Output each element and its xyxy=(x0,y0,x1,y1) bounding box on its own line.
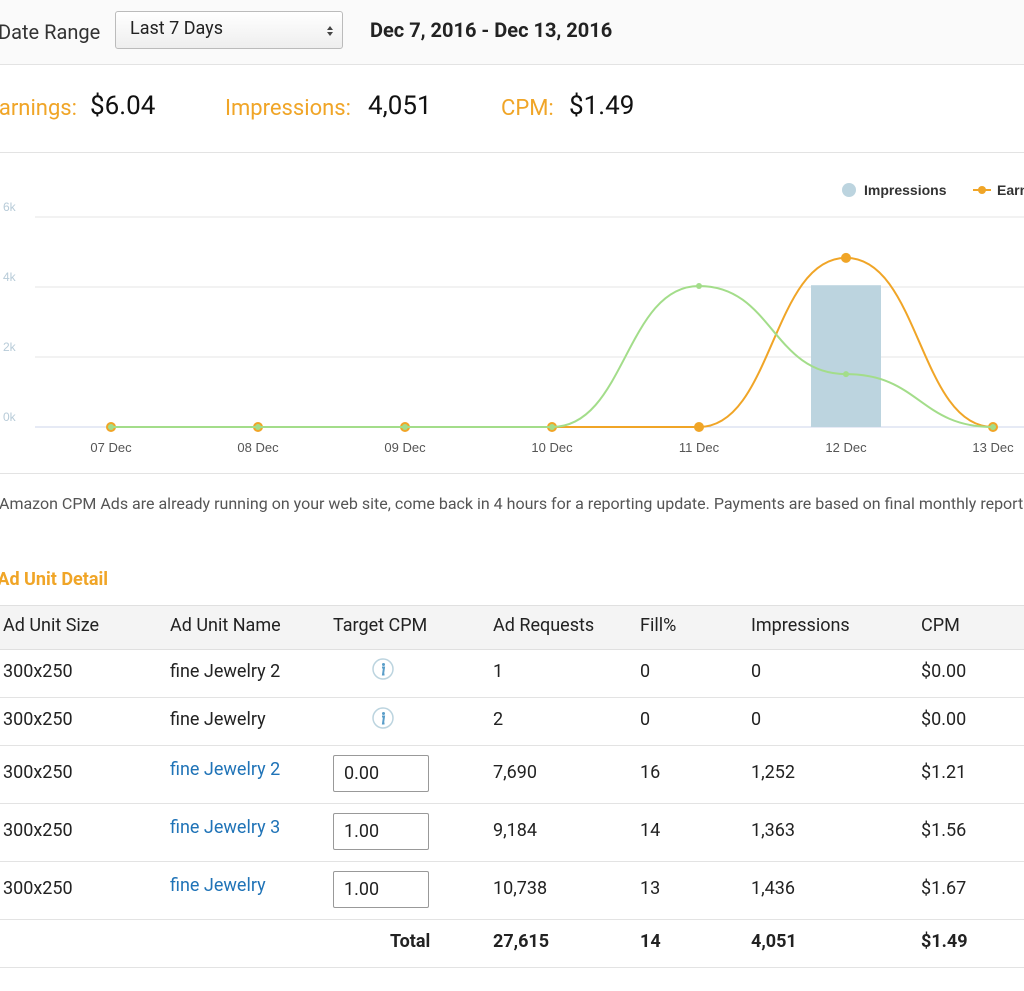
summary-label: Impressions: xyxy=(225,96,351,121)
target-cpm-input[interactable]: 0.00 xyxy=(333,755,429,792)
total-cpm: $1.49 xyxy=(921,931,968,952)
point xyxy=(694,422,704,432)
cell-fill: 14 xyxy=(640,820,661,841)
cell-fill: 0 xyxy=(640,660,651,682)
row-divider xyxy=(0,697,1024,698)
y-tick-label: 0k xyxy=(3,410,17,424)
legend-marker xyxy=(842,183,856,197)
cell-size: 300x250 xyxy=(3,709,73,730)
summary-value: 4,051 xyxy=(368,91,432,121)
info-glyph xyxy=(372,707,394,729)
x-tick-label: 09 Dec xyxy=(384,440,426,455)
row-divider xyxy=(0,803,1024,804)
table-header xyxy=(0,605,1024,650)
cell-fill: 16 xyxy=(640,762,661,783)
legend-label: Impressions xyxy=(864,182,947,198)
total-fill: 14 xyxy=(640,931,661,952)
unit-name[interactable]: fine Jewelry xyxy=(170,875,266,896)
info-glyph xyxy=(372,658,394,680)
target-cpm-input[interactable]: 1.00 xyxy=(333,813,429,850)
point xyxy=(990,424,996,430)
cell-cpm: $1.21 xyxy=(921,762,967,783)
total-requests: 27,615 xyxy=(493,931,550,952)
cell-cpm: $0.00 xyxy=(921,709,967,730)
legend-marker xyxy=(978,186,986,194)
cell-fill: 0 xyxy=(640,709,651,730)
y-tick-label: 4k xyxy=(3,270,17,284)
row-divider xyxy=(0,919,1024,920)
date-range-select[interactable]: Last 7 Days xyxy=(115,11,343,49)
note: Amazon CPM Ads are already running on yo… xyxy=(0,494,1024,513)
select-value: Last 7 Days xyxy=(130,18,223,39)
cell-fill: 13 xyxy=(640,878,661,899)
unit-name: fine Jewelry 2 xyxy=(170,660,281,682)
cell-requests: 9,184 xyxy=(493,820,538,841)
column-header: Fill% xyxy=(640,615,677,636)
column-header: CPM xyxy=(921,615,960,636)
info-icon[interactable] xyxy=(372,707,394,733)
x-tick-label: 11 Dec xyxy=(679,440,720,455)
y-tick-label: 6k xyxy=(3,200,17,214)
info-icon[interactable] xyxy=(372,658,394,684)
cell-requests: 7,690 xyxy=(493,762,538,783)
select-arrows xyxy=(327,26,333,36)
cell-impressions: 0 xyxy=(751,709,762,730)
cell-size: 300x250 xyxy=(3,660,73,682)
cell-cpm: $1.67 xyxy=(921,878,967,899)
column-header: Target CPM xyxy=(333,615,428,636)
cell-size: 300x250 xyxy=(3,820,73,841)
point xyxy=(843,371,849,378)
section-title: Ad Unit Detail xyxy=(0,569,108,590)
cell-impressions: 1,436 xyxy=(751,878,796,899)
x-tick-label: 07 Dec xyxy=(90,440,132,455)
point xyxy=(841,252,851,263)
cell-cpm: $0.00 xyxy=(921,660,967,682)
column-header: Ad Unit Size xyxy=(3,615,100,636)
top-bar: Date Range Last 7 Days Dec 7, 2016 - Dec… xyxy=(0,0,1024,65)
summary-label: CPM: xyxy=(501,96,554,121)
cell-cpm: $1.56 xyxy=(921,820,967,841)
x-tick-label: 12 Dec xyxy=(825,440,867,455)
column-header: Ad Unit Name xyxy=(170,615,281,636)
summary-bar: Earnings: $6.04 Impressions: 4,051 CPM: … xyxy=(0,65,1024,153)
y-tick-label: 2k xyxy=(3,340,17,354)
bar xyxy=(811,285,881,427)
row-divider xyxy=(0,745,1024,746)
target-cpm-input[interactable]: 1.00 xyxy=(333,871,429,908)
cell-requests: 1 xyxy=(493,660,504,682)
summary-label: Earnings: xyxy=(0,96,77,121)
cell-size: 300x250 xyxy=(3,878,73,899)
point xyxy=(255,424,261,430)
row-divider xyxy=(0,861,1024,862)
row-divider xyxy=(0,967,1024,968)
x-tick-label: 10 Dec xyxy=(531,440,573,455)
point xyxy=(402,424,408,430)
cell-requests: 2 xyxy=(493,709,504,730)
x-tick-label: 13 Dec xyxy=(972,440,1014,455)
point xyxy=(108,424,114,430)
point xyxy=(549,424,555,430)
cell-impressions: 1,252 xyxy=(751,762,796,783)
total-impressions: 4,051 xyxy=(751,931,797,952)
cell-impressions: 0 xyxy=(751,660,762,682)
column-header: Ad Requests xyxy=(493,615,595,636)
date-range-label: Date Range xyxy=(0,20,101,44)
point xyxy=(696,282,702,289)
total-label: Total xyxy=(390,931,431,952)
summary-value: $1.49 xyxy=(569,91,635,121)
cell-size: 300x250 xyxy=(3,762,73,783)
x-tick-label: 08 Dec xyxy=(237,440,279,455)
date-span: Dec 7, 2016 - Dec 13, 2016 xyxy=(370,18,613,42)
cell-impressions: 1,363 xyxy=(751,820,796,841)
unit-name: fine Jewelry xyxy=(170,709,266,730)
cell-requests: 10,738 xyxy=(493,878,548,899)
summary-value: $6.04 xyxy=(90,91,156,121)
unit-name[interactable]: fine Jewelry 2 xyxy=(170,759,281,780)
legend-label: Earnings xyxy=(997,182,1024,198)
chart: 0k 2k 4k 6k 07 Dec 08 Dec 09 Dec 10 Dec 11 Dec 12… xyxy=(0,182,1024,474)
unit-name[interactable]: fine Jewelry 3 xyxy=(170,817,281,838)
column-header: Impressions xyxy=(751,615,850,636)
